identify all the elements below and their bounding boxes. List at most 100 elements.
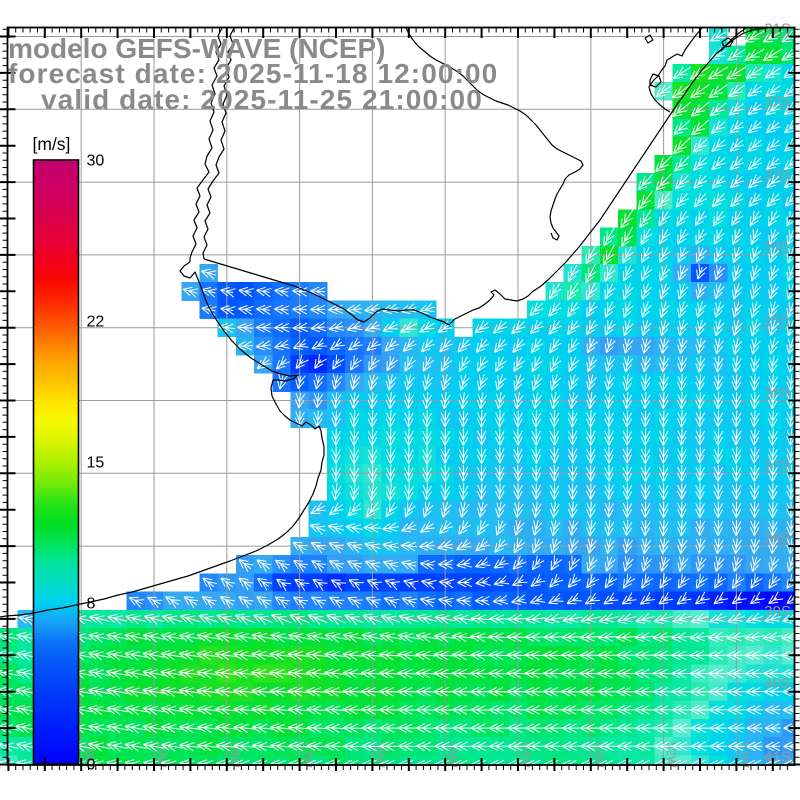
colorbar-tick-label: 30 [87,153,105,170]
wind-arrow [568,356,580,373]
wind-arrow [88,686,111,697]
wind-arrow [580,741,601,752]
wind-cell [90,755,109,765]
wind-arrow [640,356,652,373]
wind-arrow [531,464,541,482]
wind-arrow [561,741,583,752]
wind-arrow [598,723,620,733]
wind-arrow [476,410,487,428]
wind-arrow [693,156,708,171]
wind-arrow [214,686,239,697]
wind-arrow [306,631,329,643]
wind-arrow [289,613,310,625]
wind-arrow [349,374,361,391]
wind-arrow [695,373,706,391]
wind-arrow [695,483,705,501]
wind-arrow [529,302,544,317]
wind-arrow [604,573,618,589]
wind-arrow [492,320,508,334]
wind-arrow [347,596,363,609]
wind-arrow [275,355,290,370]
wind-arrow [475,576,491,587]
wind-arrow [731,211,744,226]
wind-arrow [142,704,166,716]
wind-arrow [419,596,436,608]
wind-arrow [419,320,435,333]
wind-arrow [783,83,795,97]
wind-arrow [415,686,439,697]
wind-arrow [437,320,453,333]
wind-arrow [15,704,38,716]
wind-arrow [251,704,275,715]
wind-arrow [747,138,762,152]
wind-arrow [622,373,633,392]
wind-arrow [433,705,457,715]
wind-arrow [349,409,360,428]
wind-arrow [677,501,687,519]
wind-arrow [477,520,489,536]
wind-arrow [415,631,439,643]
wind-arrow [765,120,781,134]
wind-arrow [726,650,747,661]
wind-arrow [550,555,563,571]
wind-arrow [440,464,450,483]
wind-arrow [288,723,311,734]
wind-arrow [295,373,306,390]
wind-arrow [452,686,475,697]
wind-arrow [567,483,578,500]
wind-arrow [367,463,378,483]
wind-arrow [274,596,290,609]
wind-arrow [640,428,651,446]
wind-arrow [440,392,451,410]
wind-arrow [584,592,600,605]
wind-arrow [233,631,257,643]
wind-arrow [711,156,726,171]
wind-arrow [458,465,469,482]
wind-arrow [568,374,579,391]
wind-arrow [422,356,435,372]
wind-arrow [579,632,602,642]
wind-arrow [671,705,692,715]
wind-arrow [677,410,687,428]
wind-arrow [695,520,706,536]
wind-arrow [586,356,598,373]
wind-arrow [331,482,342,501]
wind-arrow [727,48,746,61]
wind-arrow [781,668,795,679]
wind-arrow [616,705,638,715]
wind-arrow [495,392,506,410]
wind-arrow [342,650,366,661]
wind-arrow [238,559,254,573]
wind-arrow [598,632,620,643]
wind-arrow [567,501,578,519]
wind-arrow [422,502,434,518]
wind-arrow [765,741,781,752]
wind-arrow [440,482,451,501]
wind-arrow [287,668,312,679]
wind-arrow [347,502,362,517]
wind-arrow [233,704,257,715]
wind-arrow [106,686,129,697]
wind-arrow [416,613,438,625]
wind-arrow [689,686,710,697]
wind-arrow [677,356,688,373]
wind-arrow [713,374,724,391]
wind-arrow [438,596,454,607]
wind-arrow [750,556,761,572]
wind-arrow [655,155,672,173]
wind-arrow [513,465,523,482]
wind-arrow [658,229,671,245]
wind-arrow [368,355,380,372]
wind-arrow [749,501,760,518]
wind-arrow [765,138,781,152]
wind-arrow [292,304,308,315]
wind-arrow [677,319,688,337]
wind-arrow [397,650,421,661]
wind-arrow [346,321,363,332]
wind-arrow [331,428,341,446]
wind-arrow [477,374,488,391]
wind-arrow [530,338,544,354]
wind-arrow [385,482,396,501]
wind-arrow [269,650,294,661]
wind-cell [527,755,546,765]
